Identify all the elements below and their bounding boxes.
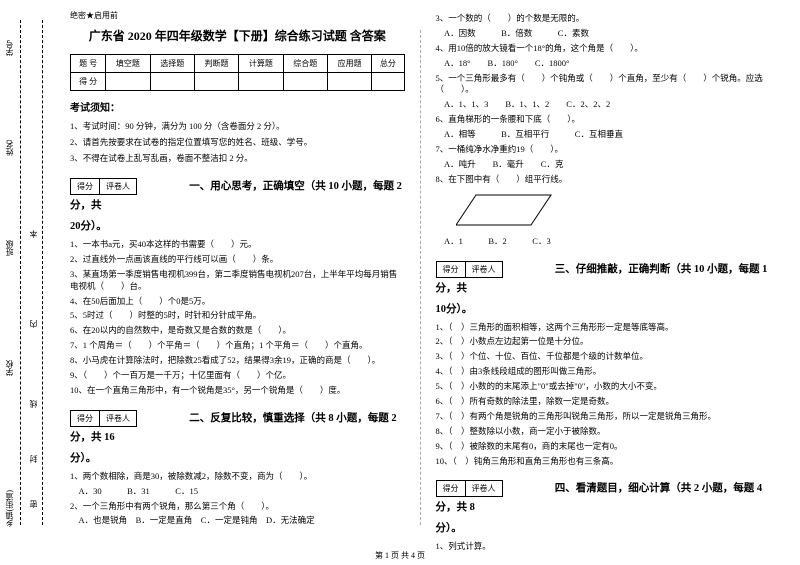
question: 7、一桶纯净水净重约19（ ）。 — [436, 144, 771, 156]
score-box: 得分 评卷人 — [70, 178, 137, 195]
cell — [327, 73, 371, 91]
score-label: 得分 — [71, 411, 100, 426]
column-divider — [420, 30, 421, 525]
cell: 题 号 — [71, 55, 106, 73]
question: A．18° B．180° C．1800° — [436, 58, 771, 70]
question: 2、（ ）小数点左边起第一位是十分位。 — [436, 336, 771, 348]
cell: 计算题 — [239, 55, 283, 73]
side-marker: 内 — [28, 320, 39, 328]
cell: 综合题 — [283, 55, 327, 73]
page-body: 绝密★启用前 广东省 2020 年四年级数学【下册】综合练习试题 含答案 题 号… — [0, 0, 800, 545]
section-3-cont: 10分）。 — [436, 301, 771, 316]
question: 5、一个三角形最多有（ ）个钝角或（ ）个直角，至少有（ ）个锐角。应选（ ）。 — [436, 73, 771, 97]
grader-label: 评卷人 — [100, 411, 136, 426]
parallelogram-shape — [456, 190, 771, 232]
question: 5、5时过（ ）时整的5时，时针和分针成平角。 — [70, 310, 405, 322]
side-label: 学校 — [4, 360, 15, 376]
notice-heading: 考试须知： — [70, 99, 405, 114]
exam-title: 广东省 2020 年四年级数学【下册】综合练习试题 含答案 — [70, 27, 405, 44]
question: 7、（ ）有两个角是锐角的三角形叫锐角三角形，所以一定是锐角三角形。 — [436, 411, 771, 423]
score-box: 得分 评卷人 — [436, 261, 503, 278]
side-label: 班级 — [4, 240, 15, 256]
cell: 总分 — [372, 55, 404, 73]
side-marker: 线 — [28, 400, 39, 408]
question: A．1 B．2 C．3 — [436, 236, 771, 248]
question: A．1、1、3 B．1、1、2 C．2、2、2 — [436, 99, 771, 111]
grader-label: 评卷人 — [466, 481, 502, 496]
question: 6、（ ）所有奇数的除法里，除数一定是奇数。 — [436, 396, 771, 408]
question: 4、用10倍的放大镜看一个18°的角，这个角是（ ）。 — [436, 43, 771, 55]
cell — [239, 73, 283, 91]
score-label: 得分 — [437, 262, 466, 277]
cell: 应用题 — [327, 55, 371, 73]
question: 6、直角梯形的一条腰和下底（ ）。 — [436, 114, 771, 126]
section-1-cont: 20分）。 — [70, 218, 405, 233]
notice-item: 3、不得在试卷上乱写乱画，卷面不整洁扣 2 分。 — [70, 152, 405, 164]
question: 3、某直场第一季度销售电视机399台，第二季度销售电视机207台，上半年平均每月… — [70, 269, 405, 293]
question: 2、过直线外一点画该直线的平行线可以画（ ）条。 — [70, 254, 405, 266]
side-marker: 密 — [28, 500, 39, 508]
question: 1、一本书a元，买40本这样的书需要（ ）元。 — [70, 239, 405, 251]
side-label: 乡镇(街道) — [4, 490, 15, 527]
page-footer: 第 1 页 共 4 页 — [0, 550, 800, 561]
side-marker: 本 — [28, 230, 39, 238]
cell — [283, 73, 327, 91]
cell: 选择题 — [150, 55, 194, 73]
question: A．也是锐角 B．一定是直角 C．一定是钝角 D．无法确定 — [70, 515, 405, 527]
dash-line-1 — [20, 20, 21, 525]
table-row: 得 分 — [71, 73, 405, 91]
question: A．因数 B．倍数 C．素数 — [436, 28, 771, 40]
side-label: 学号 — [4, 40, 15, 56]
cell: 填空题 — [106, 55, 150, 73]
side-marker: 封 — [28, 455, 39, 463]
section-2-cont: 分）。 — [70, 450, 405, 465]
question: A．相等 B．互相平行 C．互相垂直 — [436, 129, 771, 141]
question: 1、两个数相除，商是30，被除数减2，除数不变，商为（ ）。 — [70, 471, 405, 483]
question: 4、在50后面加上（ ）个0是5万。 — [70, 296, 405, 308]
question: 8、在下图中有（ ）组平行线。 — [436, 174, 771, 186]
score-box: 得分 评卷人 — [70, 410, 137, 427]
cell — [372, 73, 404, 91]
question: 3、（ ）个位、十位、百位、千位都是个级的计数单位。 — [436, 351, 771, 363]
grader-label: 评卷人 — [466, 262, 502, 277]
secret-marker: 绝密★启用前 — [70, 10, 405, 21]
cell — [194, 73, 238, 91]
question: 6、在20以内的自然数中，是奇数又是合数的数是（ ）。 — [70, 325, 405, 337]
question: A．吨升 B．毫升 C．克 — [436, 159, 771, 171]
cell — [106, 73, 150, 91]
question: A．30 B．31 C．15 — [70, 486, 405, 498]
score-label: 得分 — [437, 481, 466, 496]
question: 5、（ ）小数的的末尾添上"0"或去掉"0"，小数的大小不变。 — [436, 381, 771, 393]
score-box: 得分 评卷人 — [436, 480, 503, 497]
cell: 判断题 — [194, 55, 238, 73]
question: 10、（ ）钝角三角形和直角三角形也有三条高。 — [436, 456, 771, 468]
question: 4、（ ）由3条线段组成的图形叫做三角形。 — [436, 366, 771, 378]
score-label: 得分 — [71, 179, 100, 194]
question: 7、1 个周角＝（ ）个平角＝（ ）个直角；1 个平角＝（ ）个直角。 — [70, 340, 405, 352]
table-row: 题 号 填空题 选择题 判断题 计算题 综合题 应用题 总分 — [71, 55, 405, 73]
question: 3、一个数的（ ）的个数是无限的。 — [436, 13, 771, 25]
left-column: 绝密★启用前 广东省 2020 年四年级数学【下册】综合练习试题 含答案 题 号… — [60, 10, 415, 545]
question: 2、一个三角形中有两个锐角，那么第三个角（ ）。 — [70, 501, 405, 513]
cell: 得 分 — [71, 73, 106, 91]
right-column: 3、一个数的（ ）的个数是无限的。 A．因数 B．倍数 C．素数 4、用10倍的… — [426, 10, 781, 545]
question: 9、（ ）被除数的末尾有0，商的末尾也一定有0。 — [436, 441, 771, 453]
question: 1、（ ）三角形的面积相等，这两个三角形形一定是等底等高。 — [436, 322, 771, 334]
question: 8、小马虎在计算除法时，把除数25看成了52，结果得3余19，正确的商是（ ）。 — [70, 355, 405, 367]
notice-item: 2、请首先按要求在试卷的指定位置填写您的姓名、班级、学号。 — [70, 136, 405, 148]
question: 9、（ ）个一百万是一千万；十亿里面有（ ）个亿。 — [70, 370, 405, 382]
question: 8、（ ）整数除以小数，商一定小于被除数。 — [436, 426, 771, 438]
score-table: 题 号 填空题 选择题 判断题 计算题 综合题 应用题 总分 得 分 — [70, 54, 405, 91]
grader-label: 评卷人 — [100, 179, 136, 194]
cell — [150, 73, 194, 91]
question: 10、在一个直角三角形中，有一个锐角是35°，另一个锐角是（ ）度。 — [70, 385, 405, 397]
section-4-cont: 分）。 — [436, 520, 771, 535]
dash-line-2 — [42, 20, 43, 525]
side-label: 姓名 — [4, 140, 15, 156]
notice-item: 1、考试时间：90 分钟，满分为 100 分（含卷面分 2 分）。 — [70, 120, 405, 132]
binding-sidebar: 学号 姓名 班级 学校 乡镇(街道) 本 内 线 封 密 — [0, 0, 60, 545]
